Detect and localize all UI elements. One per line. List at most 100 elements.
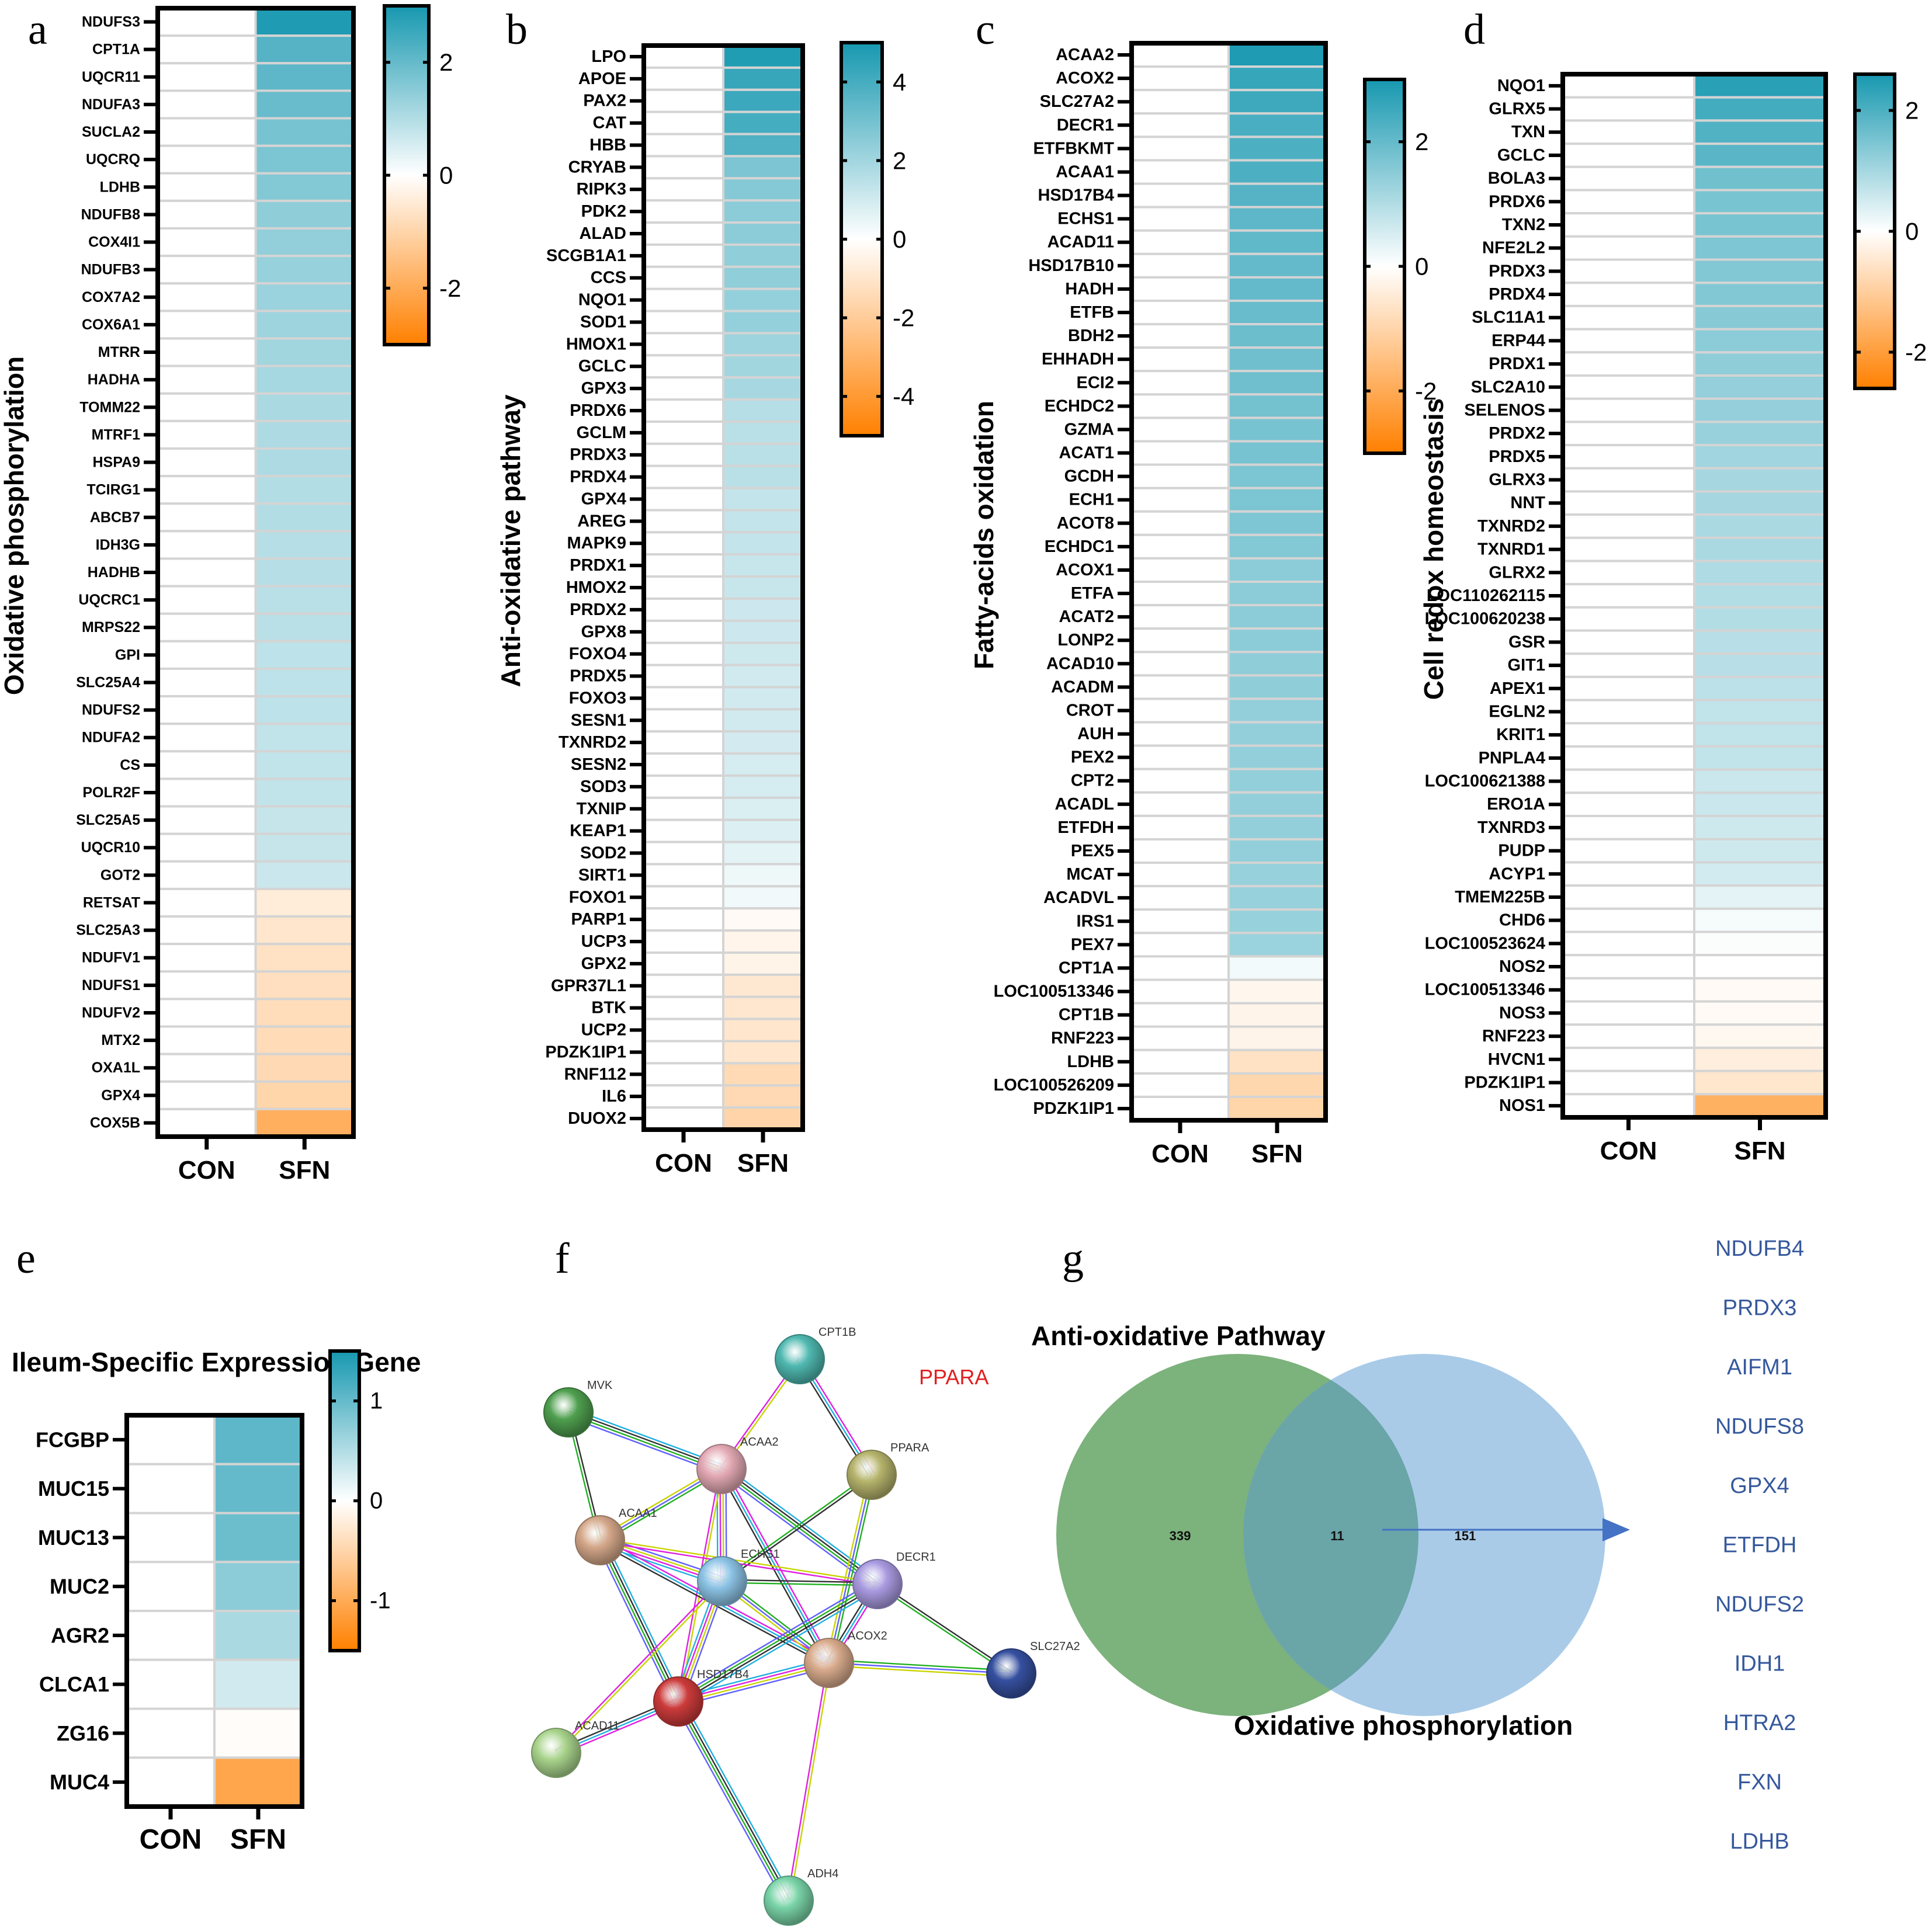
heatmap-cell-con (157, 860, 257, 890)
heatmap-cell-sfn (722, 730, 804, 755)
network-edge (828, 1474, 873, 1663)
shared-gene-label: IDH1 (1735, 1652, 1785, 1676)
heatmap-cell-con (643, 553, 724, 578)
heatmap-c: ACAA2 ACOX2 SLC27A2 DECR1 ETFBKMT ACAA1 HSD17B… (969, 41, 1437, 1168)
network-edge (554, 1579, 722, 1753)
heatmap-cell-sfn (722, 1040, 804, 1065)
heatmap-cell-con (1130, 136, 1230, 162)
heatmap-cell-con (157, 255, 257, 285)
heatmap-cell-con (1562, 791, 1695, 818)
gene-label: NDUFS3 (82, 14, 140, 30)
shared-gene-label: LDHB (1730, 1829, 1789, 1854)
gene-label: TXN (1511, 123, 1545, 141)
heatmap-cell-sfn (213, 1414, 303, 1465)
heatmap-cell-con (1130, 252, 1230, 279)
heatmap-cell-sfn (1227, 908, 1327, 935)
gene-label: HMOX1 (566, 335, 626, 353)
heatmap-cell-con (643, 398, 724, 423)
network-node-echs1 (697, 1556, 747, 1606)
network-node-label: SLC27A2 (1030, 1640, 1080, 1653)
heatmap-cell-con (643, 885, 724, 910)
heatmap-cell-con (643, 243, 724, 268)
heatmap-cell-sfn (1693, 838, 1827, 864)
heatmap-cell-con (1562, 212, 1695, 238)
heatmap-cell-sfn (1693, 606, 1827, 632)
shared-gene-label: PRDX3 (1723, 1296, 1797, 1321)
heatmap-cell-sfn (1227, 814, 1327, 841)
heatmap-cell-sfn (1227, 767, 1327, 794)
heatmap-cell-sfn (1693, 421, 1827, 447)
heatmap-cell-sfn (1693, 258, 1827, 284)
heatmap-cell-sfn (1693, 444, 1827, 470)
heatmap-cell-con (157, 447, 257, 478)
heatmap-cell-sfn (722, 575, 804, 600)
gene-label: APEX1 (1490, 679, 1545, 698)
heatmap-cell-sfn (213, 1610, 303, 1661)
gene-label: NDUFV1 (82, 950, 140, 966)
heatmap-cell-con (1562, 444, 1695, 470)
heatmap-cell-con (157, 117, 257, 147)
network-edge (828, 1662, 1012, 1675)
gene-label: GOT2 (100, 867, 140, 883)
heatmap-cell-con (1562, 884, 1695, 910)
network-edge (786, 1662, 828, 1901)
heatmap-cell-con (643, 664, 724, 689)
gene-label: COX7A2 (82, 289, 140, 305)
gene-label: ECHDC1 (1045, 537, 1114, 556)
gene-label: GPI (115, 647, 140, 663)
heatmap-cell-con (1130, 604, 1230, 630)
heatmap-cell-sfn (722, 818, 804, 843)
heatmap-cell-con (643, 774, 724, 799)
heatmap-cell-con (643, 110, 724, 136)
gene-label: PRDX5 (1489, 447, 1545, 466)
network-edge (676, 1701, 788, 1902)
heatmap-cell-con (643, 818, 724, 843)
gene-label: GZMA (1064, 420, 1114, 439)
gene-label: TXNRD1 (1477, 540, 1545, 559)
heatmap-cell-sfn (1693, 143, 1827, 168)
heatmap-cell-con (1130, 416, 1230, 443)
heatmap-cell-con (1562, 282, 1695, 307)
heatmap-cell-sfn (722, 199, 804, 224)
heatmap-cell-sfn (722, 133, 804, 158)
gene-label: MUC2 (50, 1575, 109, 1599)
heatmap-cell-sfn (1693, 119, 1827, 145)
gene-label: LOC110262115 (1427, 586, 1545, 605)
heatmap-cell-con (1130, 346, 1230, 373)
heatmap-cell-sfn (722, 464, 804, 489)
heatmap-cell-con (1130, 42, 1230, 68)
network-layer: CPT1B MVK ACAA2 PPARA ACAA1 ECHS1 DECR1 SLC27A2… (531, 1326, 1080, 1926)
heatmap-cell-sfn (1693, 583, 1827, 609)
heatmap-cell-sfn (1693, 954, 1827, 980)
heatmap-cell-sfn (1693, 1023, 1827, 1049)
heatmap-cell-sfn (1693, 907, 1827, 933)
network-node-acad11 (531, 1728, 581, 1778)
heatmap-cell-sfn (254, 255, 355, 285)
network-node-label: ACAA2 (740, 1436, 779, 1449)
heatmap-cell-con (1562, 629, 1695, 655)
gene-label: NDUFA2 (82, 730, 140, 746)
heatmap-cell-con (643, 929, 724, 954)
venn-count-right: 151 (1455, 1529, 1476, 1543)
column-label-sfn: SFN (1251, 1140, 1303, 1168)
heatmap-cell-con (157, 1107, 257, 1138)
heatmap-cell-con (1562, 189, 1695, 215)
heatmap-cell-con (1130, 744, 1230, 770)
heatmap-cell-sfn (254, 172, 355, 202)
heatmap-cell-sfn (1227, 697, 1327, 724)
heatmap-cell-con (1562, 675, 1695, 701)
network-node-acaa1 (575, 1515, 625, 1565)
heatmap-frame (1560, 72, 1828, 1120)
heatmap-cell-con (643, 1017, 724, 1043)
colorbar-tick-label: 0 (893, 225, 906, 253)
heatmap-cell-con (157, 777, 257, 808)
heatmap-cell-con (1130, 955, 1230, 981)
heatmap-cell-con (1562, 1069, 1695, 1096)
heatmap-cell-sfn (722, 774, 804, 799)
column-label-sfn: SFN (230, 1824, 286, 1855)
heatmap-cell-sfn (1693, 745, 1827, 771)
network-edge (681, 1699, 793, 1899)
gene-label: CS (120, 757, 140, 773)
heatmap-cell-con (1562, 745, 1695, 771)
heatmap-cell-sfn (1693, 930, 1827, 957)
